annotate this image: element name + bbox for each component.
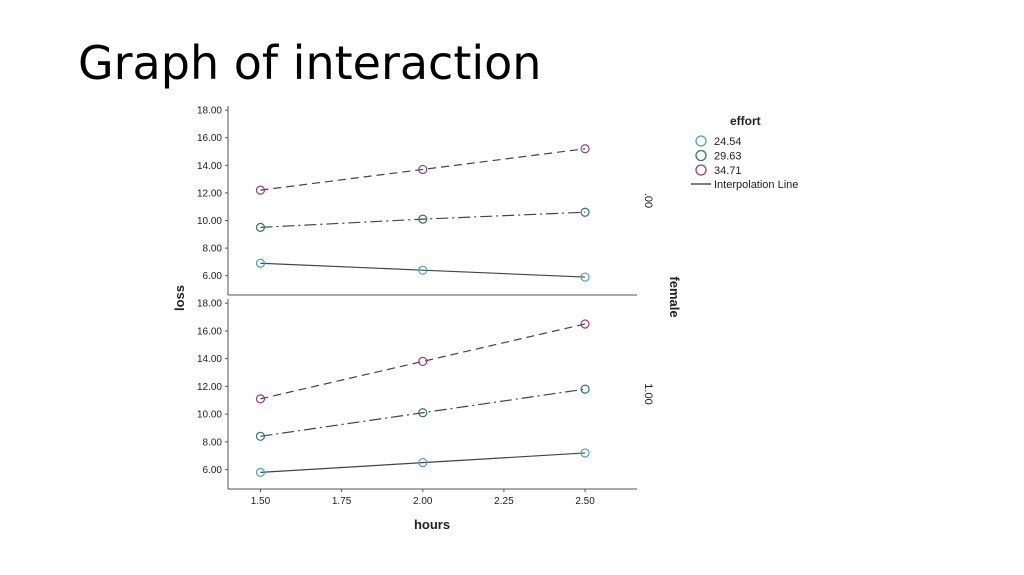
data-point — [255, 467, 266, 477]
data-point — [255, 185, 266, 195]
data-point — [255, 222, 266, 233]
data-point — [255, 258, 266, 268]
y-tick-label: 18.00 — [197, 299, 222, 310]
data-point — [418, 164, 428, 175]
data-point — [255, 394, 266, 404]
y-axis-title: loss — [172, 285, 187, 311]
data-point — [580, 448, 590, 458]
data-point — [418, 408, 428, 418]
data-point — [255, 431, 266, 441]
legend-label: 34.71 — [714, 165, 742, 177]
panel-variable-title: female — [667, 276, 682, 317]
x-tick-label: 2.50 — [575, 496, 595, 507]
data-point — [580, 207, 590, 217]
legend-marker — [695, 164, 707, 176]
series-line — [260, 388, 586, 437]
data-point — [580, 144, 590, 154]
series-line — [260, 262, 586, 278]
y-tick-label: 12.00 — [197, 188, 222, 199]
y-tick-label: 8.00 — [203, 437, 223, 448]
panel-label: .00 — [642, 193, 654, 208]
data-point — [580, 272, 590, 282]
y-tick-label: 8.00 — [203, 244, 223, 255]
y-tick-label: 18.00 — [197, 106, 222, 117]
legend-title: effort — [730, 114, 761, 128]
y-tick-label: 16.00 — [197, 133, 222, 144]
legend-label: 29.63 — [714, 151, 742, 163]
series-line — [260, 211, 586, 229]
legend-marker — [695, 135, 707, 147]
y-tick-label: 16.00 — [197, 326, 222, 337]
legend-marker — [695, 149, 707, 162]
x-axis-title: hours — [414, 517, 450, 532]
data-point — [418, 265, 428, 275]
data-point — [580, 384, 590, 394]
y-tick-label: 12.00 — [197, 382, 222, 393]
x-tick-label: 2.25 — [494, 496, 514, 507]
y-tick-label: 10.00 — [197, 410, 222, 421]
y-tick-label: 14.00 — [197, 354, 222, 365]
y-tick-label: 6.00 — [203, 271, 223, 282]
y-tick-label: 10.00 — [197, 216, 222, 227]
y-tick-label: 14.00 — [197, 161, 222, 172]
panel-label: 1.00 — [642, 383, 654, 404]
data-point — [418, 214, 428, 224]
series-line — [260, 452, 586, 473]
x-tick-label: 1.75 — [332, 496, 352, 507]
series-line — [260, 148, 586, 191]
y-tick-label: 6.00 — [203, 465, 223, 476]
data-point — [418, 458, 428, 468]
data-point — [580, 319, 590, 329]
page-title: Graph of interaction — [78, 36, 542, 90]
legend-interpolation-label: Interpolation Line — [714, 179, 798, 191]
series-line — [260, 323, 586, 400]
x-tick-label: 2.00 — [413, 496, 433, 507]
data-point — [418, 356, 428, 367]
x-tick-label: 1.50 — [251, 496, 271, 507]
legend-label: 24.54 — [714, 136, 742, 148]
